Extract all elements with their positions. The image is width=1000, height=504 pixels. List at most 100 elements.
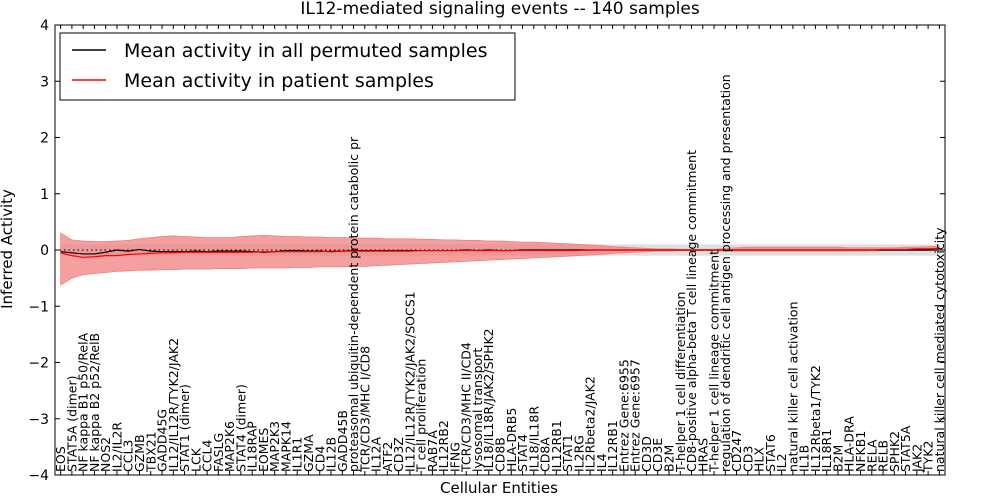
category-label: CD247 xyxy=(729,430,744,472)
category-label: EOS xyxy=(53,446,68,472)
category-label: TYK2 xyxy=(921,441,936,473)
y-tick-label: −2 xyxy=(28,356,49,372)
category-label: GADD45G xyxy=(155,409,170,472)
category-label: IL12/IL12R/TYK2/JAK2 xyxy=(166,338,181,472)
category-label: CD8A xyxy=(538,437,553,472)
category-label: RAB7A xyxy=(425,430,440,472)
category-label: regulation of dendritic cell antigen pro… xyxy=(718,74,733,472)
category-label: natural killer cell activation xyxy=(785,301,800,472)
legend: Mean activity in all permuted samples Mea… xyxy=(59,32,516,101)
category-label: IL18/IL18R xyxy=(526,406,541,472)
category-label: STAT1 (dimer) xyxy=(177,384,192,472)
category-label: T cell proliferation xyxy=(414,359,429,473)
y-tick-label: −3 xyxy=(28,412,49,428)
category-label: CD4 xyxy=(312,446,327,472)
category-label: GADD45B xyxy=(335,410,350,472)
plot-area xyxy=(55,232,945,286)
y-tick-label: 4 xyxy=(40,18,49,34)
category-label: IL12/IL12R/TYK2/JAK2/SOCS1 xyxy=(402,291,417,472)
category-label: CCL4 xyxy=(200,440,215,472)
category-label: IL4 xyxy=(594,453,609,472)
category-label: STAT4 xyxy=(515,434,530,472)
category-label: STAT4 (dimer) xyxy=(233,384,248,472)
category-label: STAT5A xyxy=(898,425,913,472)
legend-label: Mean activity in all permuted samples xyxy=(124,40,487,62)
category-label: CD3Z xyxy=(391,437,406,472)
category-label: B2M xyxy=(661,445,676,472)
category-label: STAT5A (dimer) xyxy=(64,376,79,472)
category-label: IL18R1 xyxy=(819,429,834,472)
category-label: GZMA xyxy=(301,434,316,472)
category-label: CD3 xyxy=(740,446,755,472)
category-label: STAT1 xyxy=(560,434,575,472)
y-tick-label: 3 xyxy=(40,74,49,90)
category-label: MAP2K6 xyxy=(222,421,237,472)
patient-mean-line xyxy=(60,247,940,258)
chart-title: IL12-mediated signaling events -- 140 sa… xyxy=(300,0,700,19)
category-label: NF kappa B1 p50/RelA xyxy=(76,332,91,472)
category-label: T-helper 1 cell differentiation xyxy=(673,292,688,473)
category-label: STAT6 xyxy=(763,434,778,472)
category-label: HRAS xyxy=(695,438,710,472)
category-label: IL12RB1 xyxy=(605,420,620,472)
category-label: LCK xyxy=(188,447,203,472)
legend-label: Mean activity in patient samples xyxy=(124,70,434,92)
y-tick-label: 2 xyxy=(40,131,49,147)
category-label: HLX xyxy=(752,447,767,472)
category-label: EOMES xyxy=(256,428,271,472)
category-label: NF kappa B2 p52/RelB xyxy=(87,333,102,472)
category-label: natural killer cell mediated cytotoxicit… xyxy=(932,227,947,472)
category-label: MAPK14 xyxy=(278,421,293,472)
category-label: Entrez Gene:6955 xyxy=(616,359,631,472)
legend-box xyxy=(59,32,516,101)
category-label: CD8B xyxy=(493,437,508,472)
category-label: IFNG xyxy=(447,442,462,472)
category-label: HLA-DRB5 xyxy=(504,408,519,472)
category-label: ATF2 xyxy=(380,442,395,472)
category-label: NOS2 xyxy=(98,437,113,472)
category-label: HLA-DRA xyxy=(842,416,857,472)
y-tick-label: 0 xyxy=(40,243,49,259)
category-label: IL2 xyxy=(774,453,789,472)
category-label: NFKB1 xyxy=(853,431,868,472)
patient-band xyxy=(60,232,940,286)
category-label: lysosomal transport xyxy=(470,348,485,472)
category-label: MAP2K3 xyxy=(267,421,282,472)
category-label: RELA xyxy=(864,439,879,472)
y-axis-label: Inferred Activity xyxy=(0,189,16,309)
category-label: IL12B xyxy=(324,437,339,472)
category-label: IL12RB1 xyxy=(549,420,564,472)
y-tick-label: −1 xyxy=(28,299,49,315)
category-label: CCL3 xyxy=(121,440,136,472)
y-tick-label: 1 xyxy=(40,187,49,203)
category-label: IL1B xyxy=(797,445,812,472)
category-label: TBX21 xyxy=(143,431,158,473)
category-label: Entrez Gene:6957 xyxy=(628,359,643,472)
category-label: CD3D xyxy=(639,436,654,472)
category-label: IL18/IL18R/JAK2/SPHK2 xyxy=(481,328,496,472)
y-tick-label: −4 xyxy=(28,468,49,484)
category-label: IL1R1 xyxy=(290,437,305,472)
category-label: IL12Rbeta1/TYK2 xyxy=(808,365,823,472)
category-label: IL12A xyxy=(369,436,384,472)
category-label: TCR/CD3/MHC II/CD4 xyxy=(459,342,474,473)
category-label: JAK2 xyxy=(909,444,924,473)
axes: −4 −3 −2 −1 0 1 2 3 4 xyxy=(28,18,946,484)
category-label: IL12RB2 xyxy=(436,420,451,472)
category-label: GZMB xyxy=(132,434,147,472)
category-label: IL2Rbeta2/JAK2 xyxy=(583,376,598,472)
category-label: SPHK2 xyxy=(887,431,902,472)
category-label: CD3E xyxy=(650,438,665,472)
category-label: IL18RAP xyxy=(245,421,260,472)
category-label: CD8-positive alpha-beta T cell lineage c… xyxy=(684,150,699,472)
category-label: IL2/IL2R xyxy=(109,422,124,472)
category-label: IL2RG xyxy=(571,435,586,472)
category-label: FASLG xyxy=(211,433,226,472)
category-label: TCR/CD3/MHC I/CD8 xyxy=(357,346,372,473)
category-label: proteasomal ubiquitin-dependent protein … xyxy=(346,136,361,472)
category-label: RELB xyxy=(876,440,891,472)
x-axis-label: Cellular Entities xyxy=(440,479,558,497)
